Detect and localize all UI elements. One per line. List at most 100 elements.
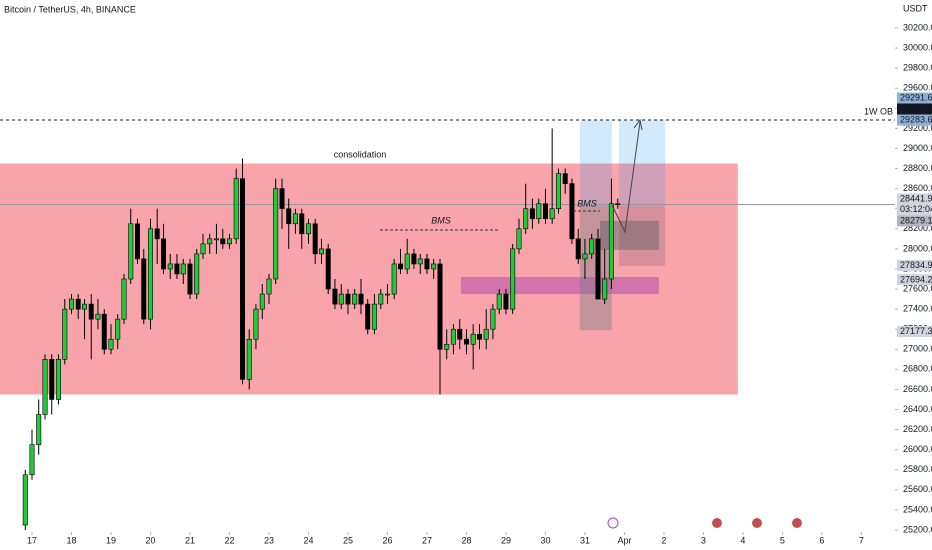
y-tick-label: 26800.00 xyxy=(903,364,932,374)
y-tick-label: 25800.00 xyxy=(903,464,932,474)
price-label: 27694.26 xyxy=(900,274,932,284)
candle-body xyxy=(332,288,338,305)
candle-body xyxy=(68,298,74,310)
y-tick-label: 25600.00 xyxy=(903,484,932,494)
candle-body xyxy=(450,328,456,345)
y-tick-label: 29000.00 xyxy=(903,143,932,153)
x-tick-label: 30 xyxy=(540,535,550,545)
price-label-bg xyxy=(897,259,932,271)
candle-body xyxy=(371,303,377,330)
candle-body xyxy=(536,203,542,220)
candle-body xyxy=(180,263,186,275)
arrow-head xyxy=(633,118,643,131)
price-label: 29284.20 xyxy=(900,104,932,114)
candle-body xyxy=(411,253,417,265)
level-label: 1W OB xyxy=(864,106,893,116)
candle-body xyxy=(424,258,430,270)
candle-body xyxy=(444,343,450,350)
candle-body xyxy=(325,248,331,290)
y-tick-label: 28200.00 xyxy=(903,223,932,233)
zone xyxy=(618,120,666,206)
event-icons xyxy=(607,517,802,529)
candle-body xyxy=(266,278,272,295)
candle-body xyxy=(75,298,81,310)
candle-body xyxy=(417,258,423,265)
zone xyxy=(599,220,659,250)
price-label: 27834.95 xyxy=(900,260,932,270)
x-tick-label: 20 xyxy=(145,535,155,545)
bms-label: BMS xyxy=(431,215,451,225)
candle-body xyxy=(476,333,482,340)
candle-body xyxy=(483,328,489,340)
price-label-bg xyxy=(897,274,932,286)
candle-body xyxy=(589,238,595,255)
x-tick-label: 5 xyxy=(780,535,785,545)
price-label-bg xyxy=(897,114,932,126)
candle-body xyxy=(167,263,173,270)
candle-body xyxy=(200,243,206,255)
candle-body xyxy=(233,178,239,240)
candle-body xyxy=(246,338,252,380)
candle-body xyxy=(279,188,285,210)
y-tick-label: 26000.00 xyxy=(903,444,932,454)
candle-body xyxy=(615,203,621,206)
x-tick-label: 3 xyxy=(701,535,706,545)
candle-body xyxy=(463,338,469,345)
candle-body xyxy=(115,318,121,340)
price-label: 28441.92 xyxy=(900,194,932,204)
y-tick-label: 27600.00 xyxy=(903,283,932,293)
candle-body xyxy=(305,223,311,235)
candle-body xyxy=(259,293,265,310)
candle-body xyxy=(207,238,213,245)
x-tick-label: 25 xyxy=(343,535,353,545)
candle-body xyxy=(95,313,101,320)
candle-body xyxy=(161,238,167,270)
y-unit: USDT xyxy=(903,3,928,13)
candle-body xyxy=(404,253,410,270)
candle-body xyxy=(595,238,601,300)
candle-body xyxy=(213,238,219,241)
candle-body xyxy=(108,338,114,350)
icon xyxy=(607,517,619,529)
candle-body xyxy=(36,414,42,445)
x-tick-label: 4 xyxy=(740,535,745,545)
x-tick-label: 29 xyxy=(501,535,511,545)
x-tick-label: 27 xyxy=(422,535,432,545)
price-label-bg xyxy=(897,92,932,104)
candle-body xyxy=(575,238,581,260)
candle-body xyxy=(523,208,529,230)
candle-body xyxy=(240,178,246,380)
candle-body xyxy=(510,248,516,310)
y-tick-label: 26200.00 xyxy=(903,424,932,434)
candle-body xyxy=(490,308,496,330)
candle-body xyxy=(88,303,94,320)
candle-body xyxy=(194,253,200,295)
y-tick-label: 26400.00 xyxy=(903,404,932,414)
candle-body xyxy=(220,238,226,245)
candle-body xyxy=(437,263,443,350)
y-tick-label: 26600.00 xyxy=(903,384,932,394)
y-tick-label: 30200.00 xyxy=(903,22,932,32)
candle-body xyxy=(358,293,364,305)
y-tick-label: 28800.00 xyxy=(903,163,932,173)
candle-body xyxy=(529,208,535,220)
candle-body xyxy=(470,333,476,345)
zone xyxy=(579,120,612,206)
projection-arrow xyxy=(611,121,641,234)
candle-body xyxy=(391,263,397,295)
candle-body xyxy=(22,474,28,526)
candle-body xyxy=(549,208,555,220)
candle-body xyxy=(608,203,614,280)
price-label-bg xyxy=(897,325,932,337)
y-tick-label: 29200.00 xyxy=(903,123,932,133)
candle-body xyxy=(134,223,140,260)
candle-body xyxy=(338,293,344,305)
price-label-bg xyxy=(897,193,932,216)
zone-label: consolidation xyxy=(334,149,387,159)
x-tick-label: 31 xyxy=(580,535,590,545)
chart-title: Bitcoin / TetherUS, 4h, BINANCE xyxy=(4,4,136,14)
candle-body xyxy=(101,313,107,350)
candle-body xyxy=(345,293,351,305)
y-tick-label: 27000.00 xyxy=(903,344,932,354)
y-tick-label: 29600.00 xyxy=(903,83,932,93)
